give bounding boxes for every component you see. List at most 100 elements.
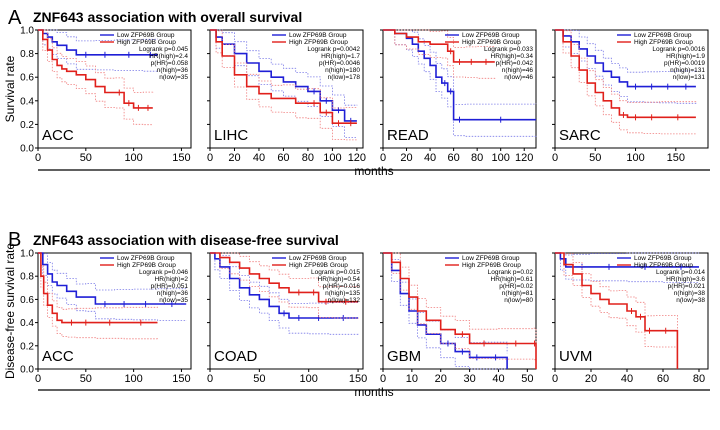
y-tick-label: 1.0 [20, 249, 34, 260]
x-tick-label: 20 [585, 373, 597, 385]
high-survival-line [383, 29, 495, 63]
x-tick-label: 40 [253, 152, 265, 164]
panel-title: ZNF643 association with overall survival [33, 9, 302, 25]
y-tick-label: 0.6 [20, 295, 34, 306]
stat-line: HR(high)=1.9 [666, 53, 705, 60]
stat-line: Logrank p=0.045 [139, 46, 188, 53]
legend-high-label: High ZFP69B Group [634, 262, 693, 269]
legend-high-label: High ZFP69B Group [634, 39, 693, 46]
stat-line: p(HR)=0.0019 [664, 60, 705, 67]
low-ci-upper [38, 29, 158, 42]
low-ci-upper [383, 29, 537, 105]
stat-line: n(low)=35 [159, 297, 188, 304]
x-tick-label: 100 [492, 152, 510, 164]
high-ci-lower [38, 29, 154, 126]
x-tick-label: 40 [424, 152, 436, 164]
y-tick-label: 0.8 [20, 272, 34, 283]
stat-line: n(high)=81 [502, 290, 534, 297]
stat-line: n(high)=131 [670, 67, 705, 74]
x-tick-label: 60 [657, 373, 669, 385]
stat-line: HR(high)=0.61 [491, 276, 534, 283]
low-ci-lower [383, 29, 537, 137]
legend-low-label: Low ZFP69B Group [462, 255, 520, 262]
legend-high-label: High ZFP69B Group [462, 39, 521, 46]
y-tick-label: 0.2 [20, 341, 34, 352]
low-survival-line [555, 29, 696, 88]
x-tick-label: 100 [626, 152, 644, 164]
high-ci-lower [383, 252, 537, 369]
x-tick-label: 100 [124, 373, 142, 385]
high-survival-line [38, 252, 158, 324]
x-tick-label: 60 [447, 152, 459, 164]
x-tick-label: 30 [463, 373, 475, 385]
stat-line: n(low)=46 [504, 74, 533, 81]
x-tick-label: 150 [172, 373, 190, 385]
legend-low-label: Low ZFP69B Group [634, 32, 692, 39]
stat-line: HR(high)=1.7 [321, 53, 360, 60]
stat-line: n(low)=38 [676, 297, 705, 304]
low-survival-line [38, 252, 187, 305]
low-ci-lower [38, 29, 158, 72]
x-tick-label: 150 [349, 373, 367, 385]
stat-line: Logrank p=0.02 [488, 269, 534, 276]
y-tick-label: 0.4 [20, 318, 34, 329]
low-ci-upper [210, 252, 359, 304]
x-tick-label: 120 [515, 152, 533, 164]
low-ci-upper [555, 252, 699, 256]
y-tick-label: 0.4 [20, 96, 34, 107]
low-ci-lower [38, 252, 187, 321]
x-tick-label: 0 [552, 152, 558, 164]
stat-line: HR(high)=2 [155, 276, 189, 283]
low-ci-upper [38, 252, 187, 291]
x-tick-label: 120 [348, 152, 366, 164]
low-survival-line [38, 29, 158, 56]
x-tick-label: 80 [302, 152, 314, 164]
y-tick-label: 0.0 [20, 365, 34, 376]
stat-line: n(high)=36 [157, 290, 189, 297]
high-survival-line [38, 29, 153, 109]
legend-low-label: Low ZFP69B Group [634, 255, 692, 262]
cancer-type-label: GBM [387, 348, 421, 365]
cancer-type-label: UVM [559, 348, 592, 365]
panel-letter: A [8, 7, 22, 29]
x-tick-label: 50 [521, 373, 533, 385]
plot-frame [209, 29, 364, 149]
x-tick-label: 50 [80, 373, 92, 385]
stat-line: p(HR)=0.051 [151, 283, 189, 290]
high-ci-upper [210, 252, 359, 288]
y-axis-label: Survival rate [3, 55, 17, 122]
legend-high-label: High ZFP69B Group [117, 39, 176, 46]
km-panel-acc: 0.0 0.2 0.4 0.6 0.8 1.0 0 50 100 150 Low ZFP69B Gr… [20, 26, 192, 164]
x-tick-label: 100 [323, 152, 341, 164]
stat-line: p(HR)=0.0046 [319, 60, 360, 67]
high-survival-line [383, 252, 537, 369]
legend-high-label: High ZFP69B Group [289, 39, 348, 46]
stat-line: HR(high)=0.54 [318, 276, 361, 283]
plot-frame [37, 252, 192, 370]
stat-line: Logrank p=0.046 [139, 269, 188, 276]
x-tick-label: 40 [621, 373, 633, 385]
stat-line: Logrank p=0.015 [311, 269, 360, 276]
x-tick-label: 20 [435, 373, 447, 385]
high-ci-lower [210, 29, 358, 141]
x-tick-label: 150 [172, 152, 190, 164]
cancer-type-label: LIHC [214, 127, 248, 144]
legend-low-label: Low ZFP69B Group [462, 32, 520, 39]
x-tick-label: 50 [80, 152, 92, 164]
panel-letter: B [8, 229, 21, 251]
low-ci-upper [555, 29, 697, 73]
y-axis-label: Disease-free survival rate [3, 243, 17, 379]
x-axis-label: months [354, 164, 393, 178]
x-tick-label: 0 [380, 152, 386, 164]
high-ci-lower [383, 29, 496, 79]
x-tick-label: 20 [228, 152, 240, 164]
x-tick-label: 100 [124, 152, 142, 164]
x-tick-label: 0 [207, 152, 213, 164]
high-ci-upper [38, 252, 158, 310]
